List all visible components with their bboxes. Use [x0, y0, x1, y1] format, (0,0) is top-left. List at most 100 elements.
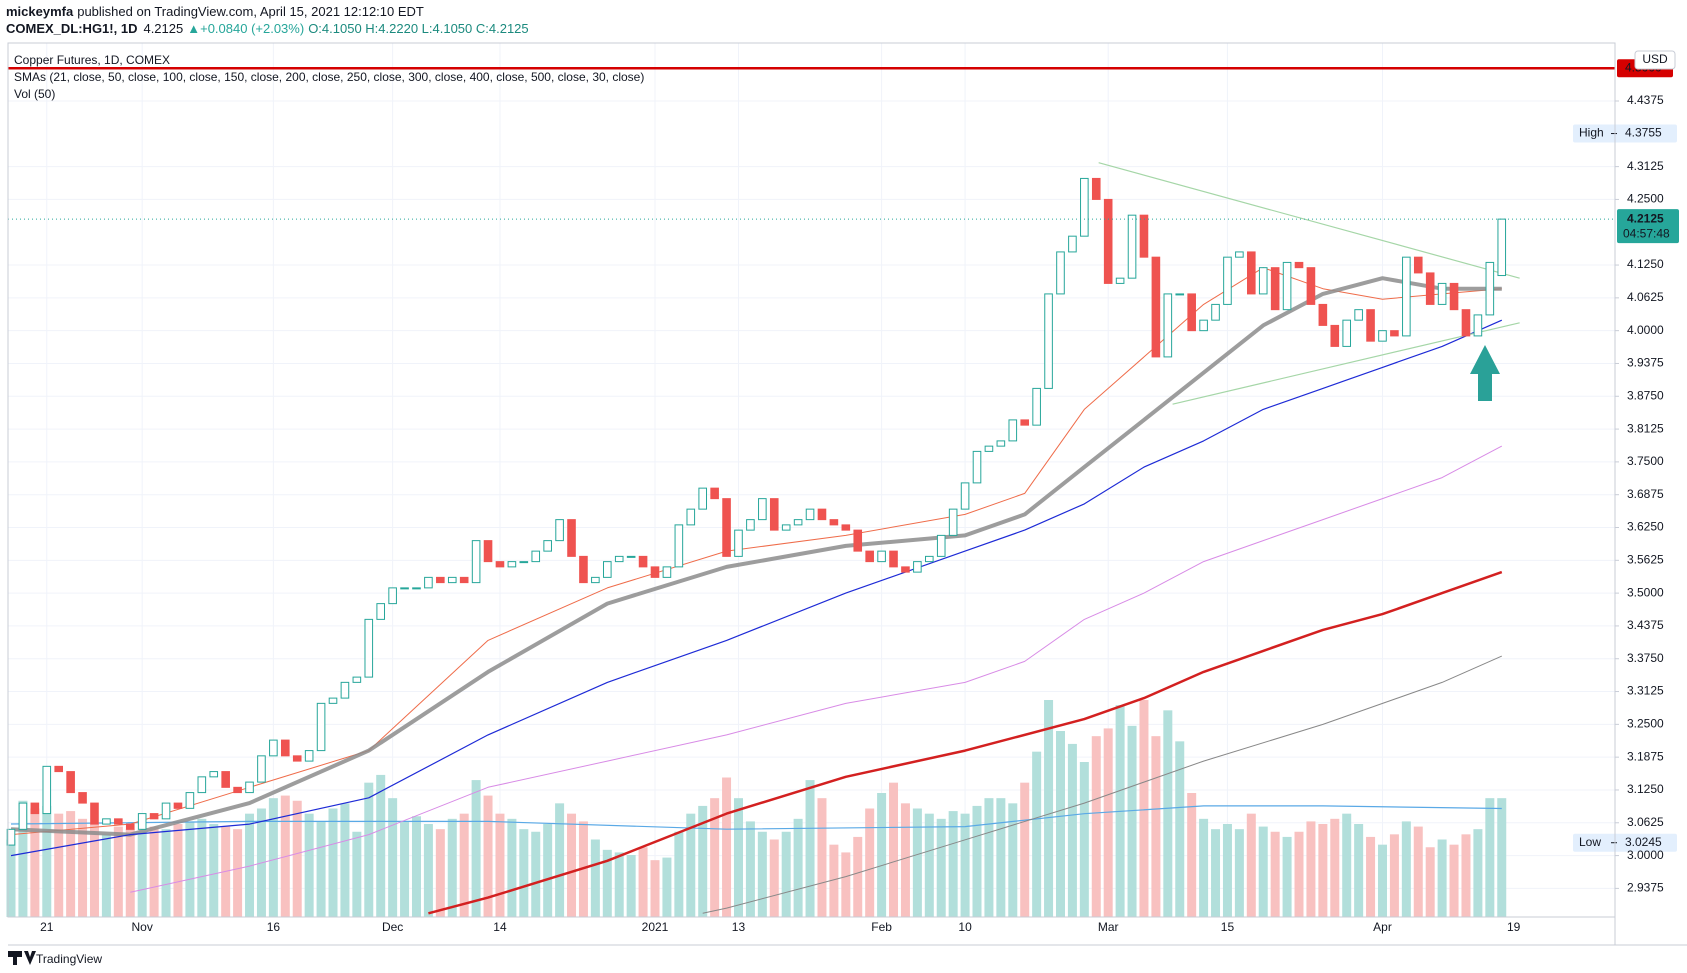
candle-body	[674, 524, 684, 568]
volume-bar	[1461, 834, 1471, 917]
volume-bar	[1389, 834, 1399, 917]
published: published on TradingView.com, April 15, …	[77, 4, 424, 19]
candle-body	[996, 440, 1006, 447]
volume-bar	[781, 831, 791, 917]
volume-bar	[900, 803, 910, 917]
candle-body	[376, 603, 386, 620]
candle-body	[877, 550, 886, 563]
candle-body	[1461, 309, 1471, 337]
candle-body	[495, 561, 505, 568]
candle-body	[1187, 293, 1196, 332]
candle-body	[459, 576, 469, 584]
y-tick-label: 3.4375	[1627, 618, 1664, 632]
candle-body	[984, 445, 994, 452]
candle-body	[972, 450, 982, 484]
candle-body	[650, 566, 660, 578]
volume-bar	[268, 798, 278, 917]
candle-body	[1402, 256, 1411, 337]
y-tick-label: 3.5000	[1627, 585, 1664, 599]
candle-body	[603, 561, 612, 578]
volume-bar	[471, 780, 481, 917]
candle-body	[913, 561, 922, 573]
candle-body	[638, 555, 648, 568]
candle-body	[1318, 303, 1328, 326]
volume-bar	[924, 813, 934, 917]
volume-bar	[185, 821, 195, 917]
low-label-bg	[1573, 833, 1677, 852]
volume-bar	[853, 836, 863, 917]
volume-bar	[519, 829, 529, 917]
candle-body	[209, 771, 219, 778]
candle-body	[1127, 214, 1137, 279]
x-tick-label: 13	[732, 920, 746, 934]
volume-bar	[66, 811, 76, 917]
candle-body	[447, 576, 457, 584]
volume-bar	[435, 829, 445, 917]
brand: TradingView	[36, 952, 102, 966]
y-tick-label: 4.0000	[1627, 323, 1664, 337]
volume-bar	[245, 813, 255, 917]
volume-bar	[507, 818, 517, 917]
volume-bar	[113, 826, 123, 917]
y-tick-label: 3.7500	[1627, 454, 1664, 468]
candle-body	[1235, 251, 1244, 258]
volume-bar	[769, 839, 779, 917]
candle-body	[734, 529, 743, 557]
candle-body	[1294, 261, 1304, 269]
volume-bar	[304, 813, 314, 917]
candle-body	[102, 818, 111, 825]
candle-body	[185, 792, 195, 809]
current-price: 4.2125	[1627, 211, 1664, 225]
x-tick-label: 2021	[642, 920, 669, 934]
low-value: 3.0245	[1625, 835, 1662, 849]
candle-body	[1270, 267, 1280, 311]
candle-body	[686, 508, 696, 526]
sma-line	[10, 319, 1503, 857]
candle-body	[66, 771, 75, 794]
x-tick-label: Mar	[1098, 920, 1119, 934]
volume-bar	[1211, 829, 1221, 917]
volume-bar	[78, 818, 88, 917]
volume-bar	[316, 821, 326, 917]
candle-body	[698, 487, 708, 510]
volume-bar	[197, 818, 207, 917]
volume-bar	[972, 805, 982, 917]
candle-body	[1020, 419, 1030, 426]
volume-bar	[18, 800, 28, 917]
volume-bar	[733, 798, 743, 917]
volume-bar	[543, 824, 553, 917]
header-publisher: mickeymfa published on TradingView.com, A…	[6, 4, 424, 19]
volume-bar	[352, 831, 362, 917]
volume-bar	[1425, 847, 1435, 917]
volume-bar	[567, 813, 577, 917]
candle-body	[1175, 293, 1185, 296]
candle-body	[793, 519, 803, 526]
volume-bar	[745, 821, 755, 917]
volume-bar	[1318, 824, 1328, 917]
volume-pane	[6, 700, 1507, 917]
x-tick-label: Feb	[871, 920, 892, 934]
y-tick-label: 3.3125	[1627, 684, 1664, 698]
high-label: High	[1579, 126, 1604, 140]
change: ▲+0.0840 (+2.03%)	[187, 21, 304, 36]
candle-body	[90, 802, 99, 825]
x-tick-label: 10	[958, 920, 972, 934]
volume-bar	[364, 782, 374, 917]
volume-bar	[1401, 821, 1411, 917]
candle-body	[710, 487, 719, 500]
x-tick-label: 19	[1507, 920, 1521, 934]
candle-body	[781, 524, 791, 531]
candle-body	[388, 587, 397, 605]
volume-bar	[865, 808, 875, 917]
candle-body	[901, 566, 910, 573]
volume-bar	[1485, 798, 1495, 917]
candle-body	[1258, 267, 1268, 295]
candle-body	[1413, 256, 1423, 274]
volume-bar	[817, 798, 827, 917]
volume-bar	[328, 808, 338, 917]
candle-body	[54, 765, 64, 773]
y-tick-label: 2.9375	[1627, 881, 1664, 895]
volume-bar	[877, 793, 887, 917]
volume-bar	[1055, 731, 1065, 917]
